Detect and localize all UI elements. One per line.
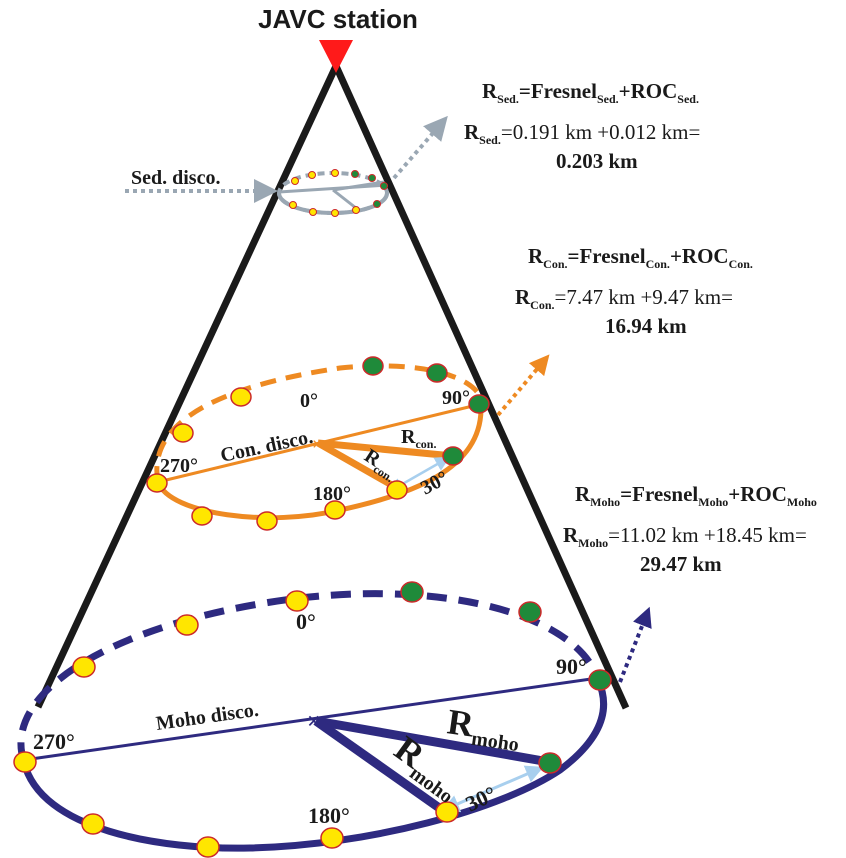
moho-point [518,601,542,623]
con-angle-180: 180° [313,483,351,505]
sed-point [331,209,339,217]
moho-point [320,827,344,849]
con-radius-1 [317,439,454,460]
moho-radius-2 [313,717,448,816]
con-angle-0: 0° [300,390,318,412]
moho-point [588,669,612,691]
con-angle-90: 90° [442,387,470,409]
cone-right-edge [332,64,630,710]
station-marker-icon [319,40,353,73]
moho-diameter [23,676,599,762]
con-point [468,394,490,414]
moho-disc: × [13,581,612,858]
con-30-arc [388,456,451,493]
moho-30-arc [441,765,544,813]
moho-result: 29.47 km [640,552,722,576]
sed-outgoing-arrow [392,115,448,180]
con-point [230,387,252,407]
con-point [146,473,168,493]
con-point [442,446,464,466]
con-point [191,506,213,526]
con-formula: RCon.=FresnelCon.+ROCCon. [528,244,753,271]
sed-point [308,171,316,179]
cone-left-edge [34,64,340,709]
con-disco-label: Con. disco. [218,426,314,467]
moho-point [400,581,424,603]
con-point [386,480,408,500]
con-point [362,356,384,376]
con-disc-far-edge [154,363,485,483]
moho-point [13,751,37,773]
moho-outgoing-arrow [618,606,652,683]
moho-point [285,590,309,612]
sed-disc [277,169,389,217]
sed-point [331,169,339,177]
moho-point [81,813,105,835]
moho-angle-180: 180° [308,803,350,828]
sed-point [291,177,299,185]
station-title: JAVC station [258,4,418,34]
moho-center-mark: × [307,709,321,735]
con-value: RCon.=7.47 km +9.47 km= [515,285,733,312]
moho-angle-0: 0° [296,609,316,634]
con-point [172,423,194,443]
sed-result: 0.203 km [556,149,638,173]
moho-radius-1 [315,716,550,767]
moho-formula: RMoho=FresnelMoho+ROCMoho [575,482,817,509]
con-center-mark: × [312,434,322,454]
moho-angle-90: 90° [556,654,587,679]
sed-value: RSed.=0.191 km +0.012 km= [464,120,700,147]
sed-radius-1 [332,180,385,192]
sed-point [309,208,317,216]
sed-point [351,170,359,178]
con-outgoing-arrow [496,354,550,417]
sed-point [352,206,360,214]
moho-point [538,752,562,774]
con-angle-270: 270° [160,455,198,477]
con-point [426,363,448,383]
moho-point [196,836,220,858]
con-disc: × [146,356,490,531]
sed-formula: RSed.=FresnelSed.+ROCSed. [482,79,699,106]
moho-value: RMoho=11.02 km +18.45 km= [563,523,807,550]
con-result: 16.94 km [605,314,687,338]
moho-point [435,801,459,823]
con-point [324,500,346,520]
sed-point [380,182,388,190]
moho-radius-label-1: Rmoho [444,701,523,756]
sed-point [289,201,297,209]
sed-radius-2 [332,188,357,210]
moho-point [175,614,199,636]
moho-angle-270: 270° [33,729,75,754]
con-radius-label-1: Rcon. [401,426,436,451]
sed-point [368,174,376,182]
con-radius-2 [316,439,399,492]
con-point [256,511,278,531]
sed-point [373,200,381,208]
sed-disco-label: Sed. disco. [131,167,220,189]
moho-point [72,656,96,678]
